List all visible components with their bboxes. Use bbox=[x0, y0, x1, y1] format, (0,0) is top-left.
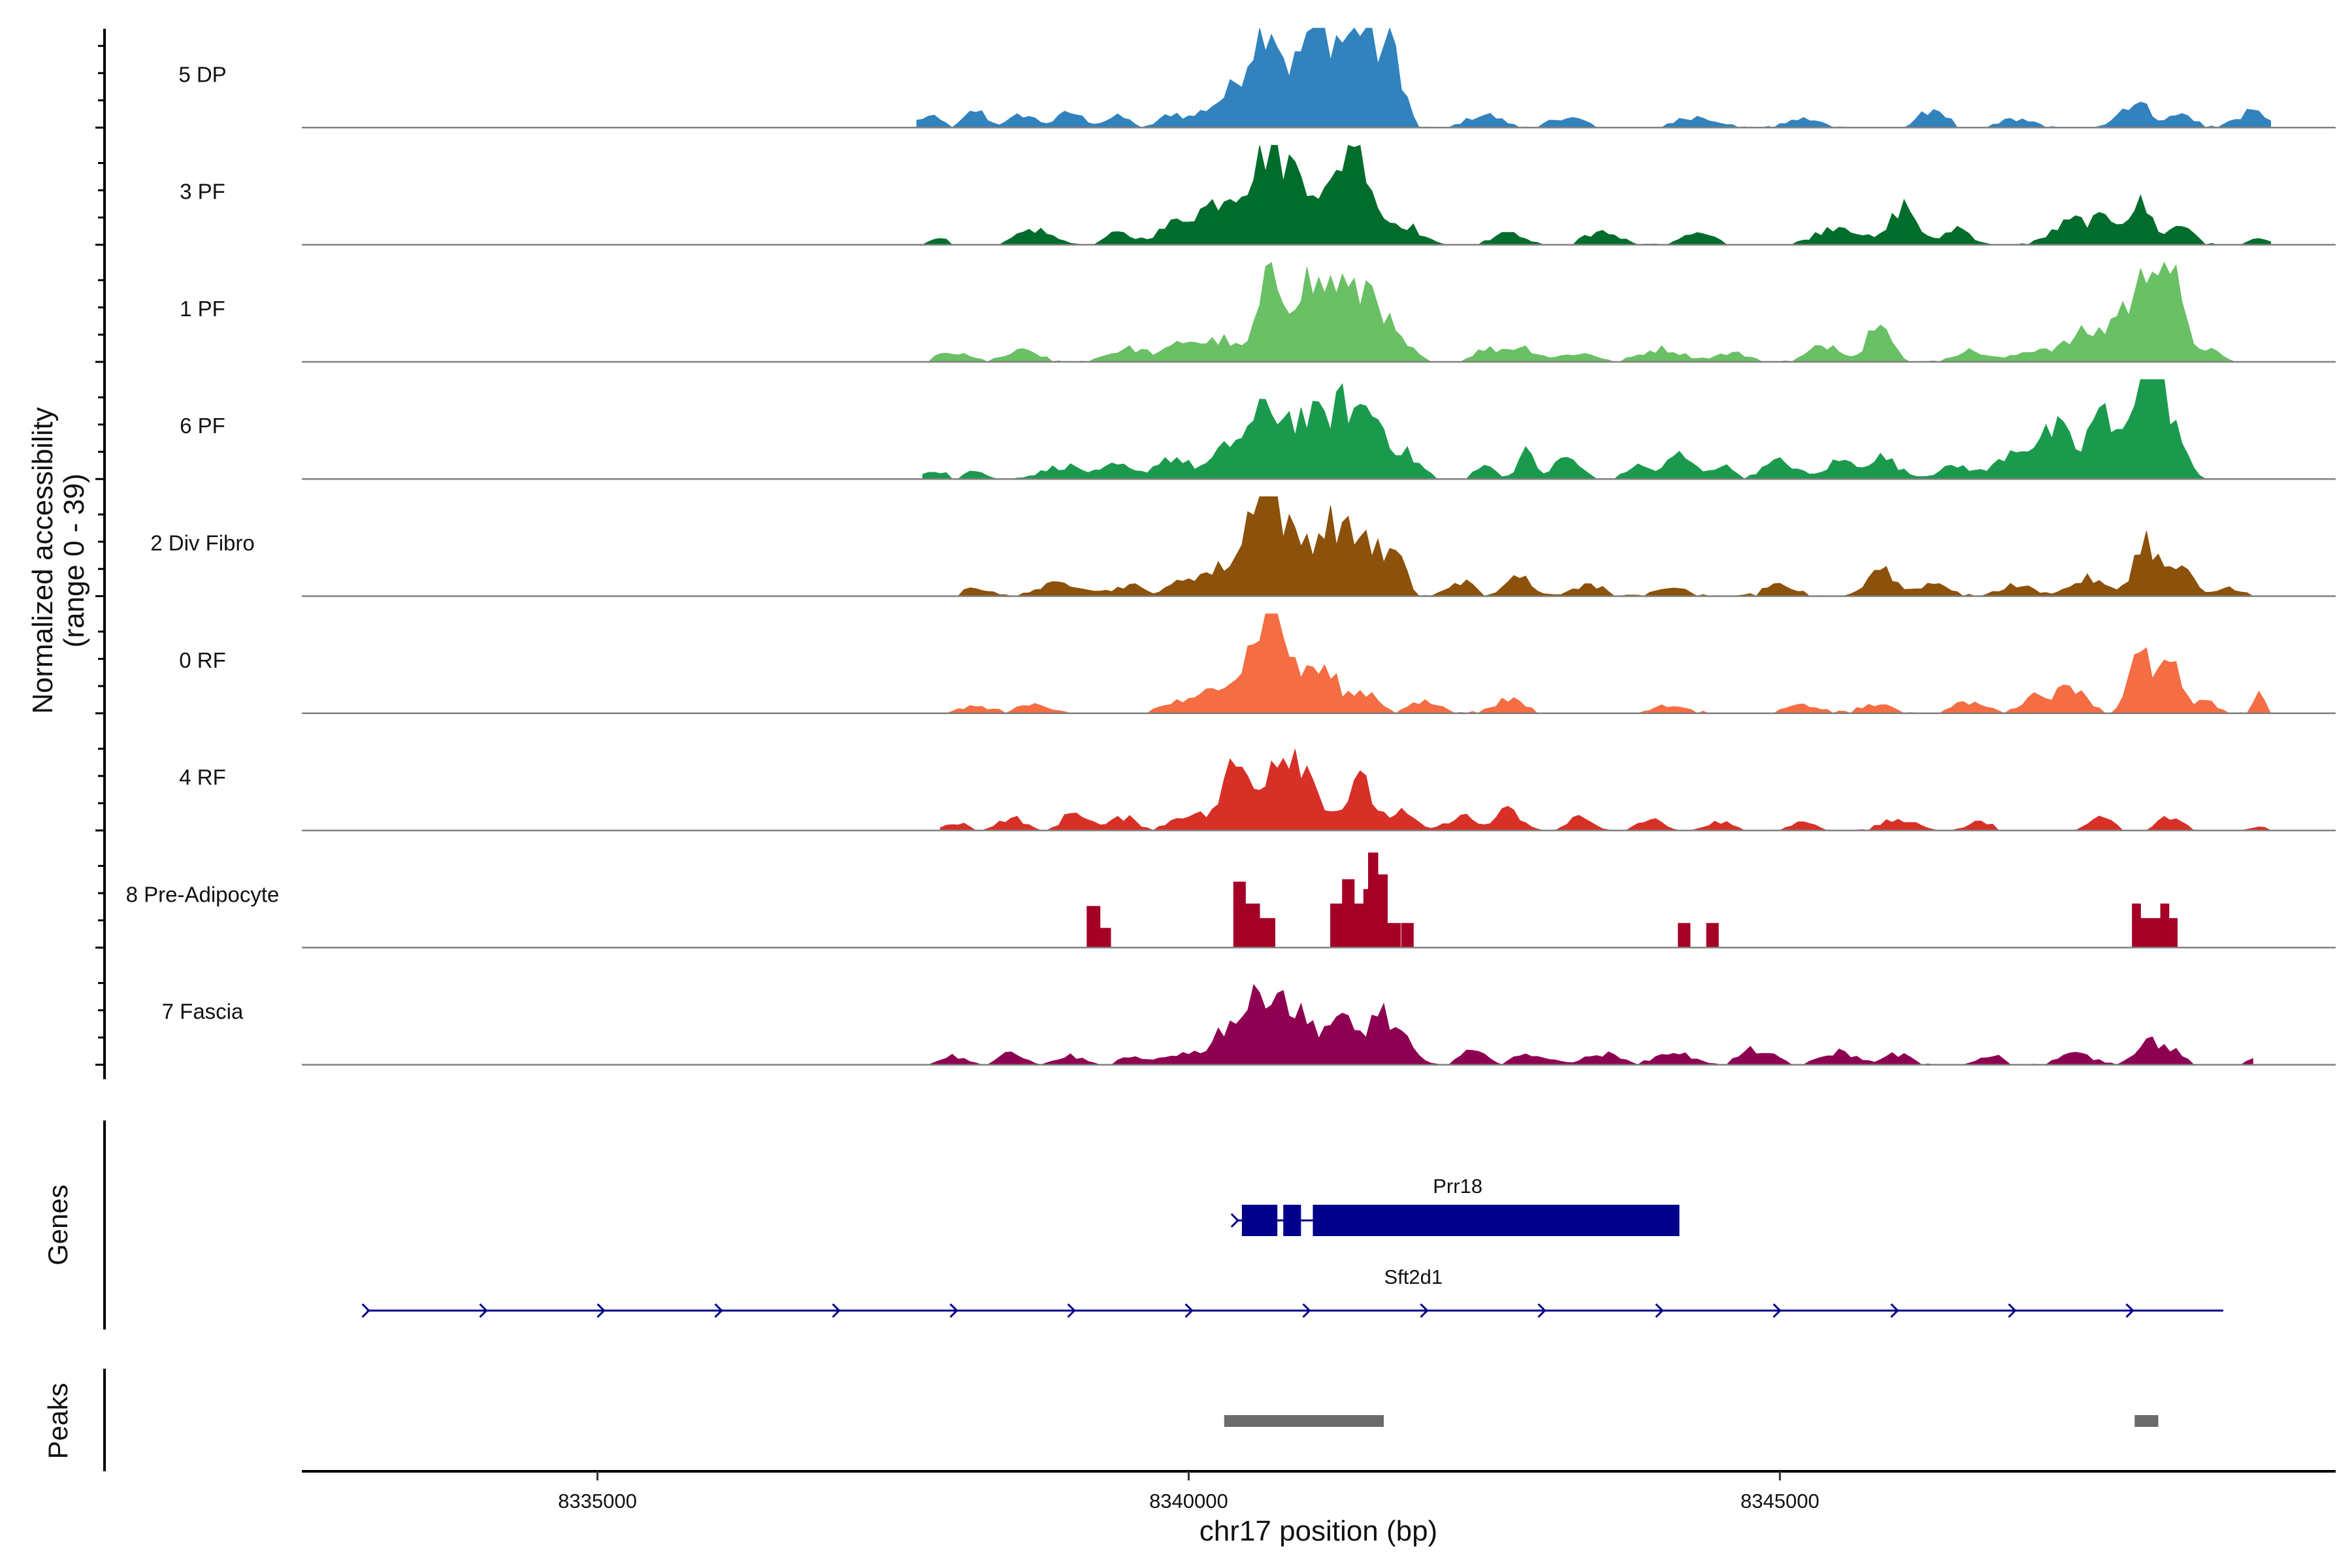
peaks-panel-title: Peaks bbox=[42, 1383, 73, 1460]
x-tick-label: 8340000 bbox=[1149, 1490, 1228, 1512]
strand-arrow bbox=[1067, 1303, 1076, 1318]
strand-arrow bbox=[361, 1303, 370, 1318]
strand-arrow bbox=[714, 1303, 723, 1318]
track-0-rf: 0 RF bbox=[179, 613, 2336, 715]
strand-arrow bbox=[1230, 1213, 1239, 1228]
peak-region bbox=[1224, 1415, 1384, 1427]
gene-prr18: Prr18 bbox=[1230, 1175, 1680, 1236]
x-axis-ticks: 8335000 8340000 8345000 bbox=[558, 1471, 1820, 1512]
genes-panel-title: Genes bbox=[42, 1184, 73, 1266]
gene-exon bbox=[1241, 1205, 1278, 1236]
strand-arrow bbox=[1890, 1303, 1899, 1318]
strand-arrow bbox=[479, 1303, 488, 1318]
strand-arrow bbox=[2125, 1303, 2134, 1318]
track-label: 2 Div Fibro bbox=[150, 531, 255, 555]
track-3-pf: 3 PF bbox=[180, 144, 2336, 246]
strand-arrow bbox=[1655, 1303, 1664, 1318]
track-label: 6 PF bbox=[180, 414, 225, 438]
track-label: 5 DP bbox=[178, 62, 226, 86]
strand-arrow bbox=[1420, 1303, 1429, 1318]
track-label: 3 PF bbox=[180, 180, 225, 204]
gene-label: Prr18 bbox=[1433, 1175, 1482, 1198]
gene-label: Sft2d1 bbox=[1384, 1266, 1443, 1288]
y-axis-title: Normalized accessibility bbox=[27, 407, 59, 713]
strand-arrow bbox=[832, 1303, 841, 1318]
strand-arrow bbox=[2008, 1303, 2017, 1318]
track-label: 0 RF bbox=[179, 648, 226, 672]
y-axis-range: (range 0 - 39) bbox=[58, 474, 90, 648]
strand-arrow bbox=[1302, 1303, 1311, 1318]
gene-exon bbox=[1283, 1205, 1301, 1236]
coverage-tracks: 5 DP 3 PF 1 PF 6 PF 2 Div Fibro 0 RF 4 RF 8 Pre… bbox=[126, 27, 2336, 1066]
coverage-area bbox=[1086, 852, 2178, 948]
track-5-dp: 5 DP bbox=[178, 27, 2336, 129]
coverage-y-axis bbox=[95, 29, 106, 1079]
strand-arrow bbox=[949, 1303, 958, 1318]
track-7-fascia: 7 Fascia bbox=[162, 984, 2336, 1066]
track-6-pf: 6 PF bbox=[180, 379, 2336, 480]
x-tick-label: 8335000 bbox=[558, 1490, 637, 1512]
track-8-pre-adipocyte: 8 Pre-Adipocyte bbox=[126, 852, 2336, 949]
x-tick-label: 8345000 bbox=[1740, 1490, 1820, 1512]
gene-exon bbox=[1313, 1205, 1680, 1236]
coverage-area bbox=[917, 144, 2271, 246]
strand-arrow bbox=[596, 1303, 606, 1318]
track-label: 7 Fascia bbox=[162, 1000, 244, 1024]
coverage-area bbox=[922, 379, 2230, 480]
gene-track: Prr18 Sft2d1 bbox=[361, 1175, 2224, 1318]
coverage-area bbox=[917, 261, 2259, 363]
gene-sft2d1: Sft2d1 bbox=[361, 1266, 2224, 1318]
track-1-pf: 1 PF bbox=[180, 261, 2336, 363]
strand-arrow bbox=[1184, 1303, 1194, 1318]
peak-region bbox=[2134, 1415, 2159, 1427]
x-axis-title: chr17 position (bp) bbox=[1200, 1515, 1437, 1547]
strand-arrow bbox=[1772, 1303, 1782, 1318]
track-label: 1 PF bbox=[180, 297, 225, 321]
coverage-area bbox=[917, 496, 2259, 597]
peak-track bbox=[1224, 1415, 2159, 1427]
track-label: 8 Pre-Adipocyte bbox=[126, 882, 280, 906]
track-label: 4 RF bbox=[179, 765, 226, 789]
strand-arrow bbox=[1537, 1303, 1546, 1318]
track-4-rf: 4 RF bbox=[179, 749, 2336, 832]
track-2-div-fibro: 2 Div Fibro bbox=[150, 496, 2336, 597]
